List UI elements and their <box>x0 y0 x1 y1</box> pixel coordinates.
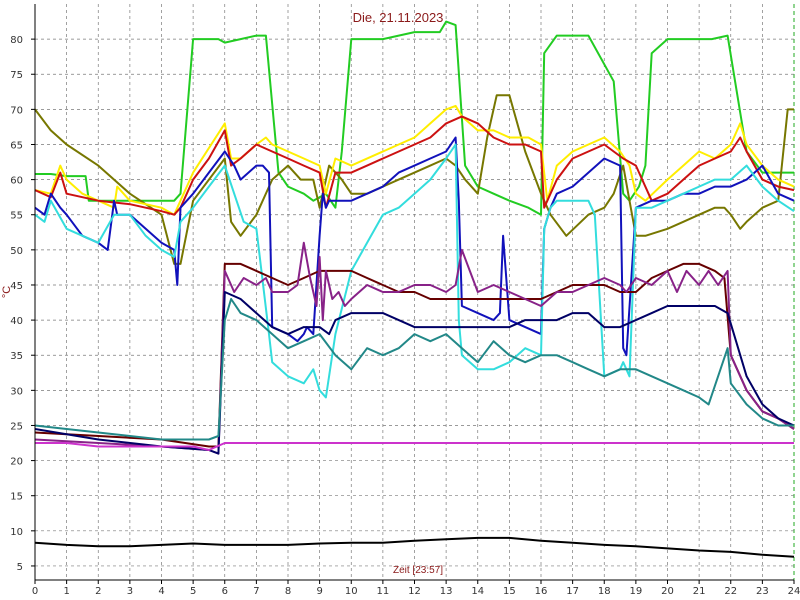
x-tick-label: 3 <box>127 586 133 597</box>
x-tick-label: 23 <box>756 586 769 597</box>
y-tick-label: 15 <box>10 492 23 503</box>
axes: 0 1 2 3 4 5 6 7 8 9 10 11 12 13 14 15 16 17 18 19 20 21 22 23 24… <box>10 4 800 597</box>
x-tick-label: 19 <box>630 586 643 597</box>
x-axis-title: Zeit [23:57] <box>393 565 443 576</box>
y-tick-label: 60 <box>10 176 23 187</box>
y-axis-title: °C <box>1 286 13 298</box>
x-tick-label: 14 <box>471 586 484 597</box>
x-tick-label: 6 <box>222 586 228 597</box>
y-tick-label: 35 <box>10 351 23 362</box>
x-tick-label: 20 <box>661 586 674 597</box>
y-tick-label: 30 <box>10 386 23 397</box>
series-line-3 <box>34 104 795 216</box>
x-tick-label: 4 <box>158 586 164 597</box>
x-tick-label: 22 <box>724 586 737 597</box>
y-tick-label: 50 <box>10 246 23 257</box>
series-line-11 <box>35 442 794 451</box>
series-line-8 <box>34 241 795 455</box>
y-tick-label: 55 <box>10 211 23 222</box>
series-line-6 <box>34 143 795 399</box>
x-tick-label: 15 <box>503 586 516 597</box>
y-tick-label: 10 <box>10 527 23 538</box>
x-tick-label: 24 <box>788 586 800 597</box>
x-tick-label: 8 <box>285 586 291 597</box>
x-tick-label: 11 <box>377 586 390 597</box>
y-tick-label: 65 <box>10 140 23 151</box>
x-tick-label: 18 <box>598 586 611 597</box>
series-group <box>34 20 795 558</box>
series-line-1 <box>35 20 794 216</box>
y-tick-label: 25 <box>10 421 23 432</box>
x-tick-label: 13 <box>440 586 453 597</box>
y-tick-label: 20 <box>10 457 23 468</box>
series-line-7 <box>34 262 795 448</box>
series-line-5 <box>34 136 795 357</box>
x-tick-label: 7 <box>253 586 259 597</box>
chart-title: Die, 21.11.2023 <box>353 10 444 25</box>
x-tick-label: 17 <box>566 586 579 597</box>
x-tick-label: 12 <box>408 586 421 597</box>
y-tick-label: 70 <box>10 105 23 116</box>
x-tick-label: 16 <box>535 586 548 597</box>
x-tick-label: 21 <box>693 586 706 597</box>
series-line-12 <box>34 536 795 558</box>
y-tick-label: 5 <box>17 562 23 573</box>
x-tick-label: 10 <box>345 586 358 597</box>
series-line-2 <box>34 94 794 265</box>
series-line-10 <box>34 298 794 441</box>
x-tick-label: 2 <box>95 586 101 597</box>
x-tick-label: 5 <box>190 586 196 597</box>
x-tick-label: 9 <box>316 586 322 597</box>
x-tick-label: 1 <box>63 586 69 597</box>
series-line-4 <box>34 115 795 216</box>
y-tick-label: 75 <box>10 70 23 81</box>
y-tick-label: 40 <box>10 316 23 327</box>
series-line-9 <box>34 291 795 455</box>
x-tick-label: 0 <box>32 586 38 597</box>
y-tick-label: 80 <box>10 35 23 46</box>
y-tick-label: 45 <box>10 281 23 292</box>
